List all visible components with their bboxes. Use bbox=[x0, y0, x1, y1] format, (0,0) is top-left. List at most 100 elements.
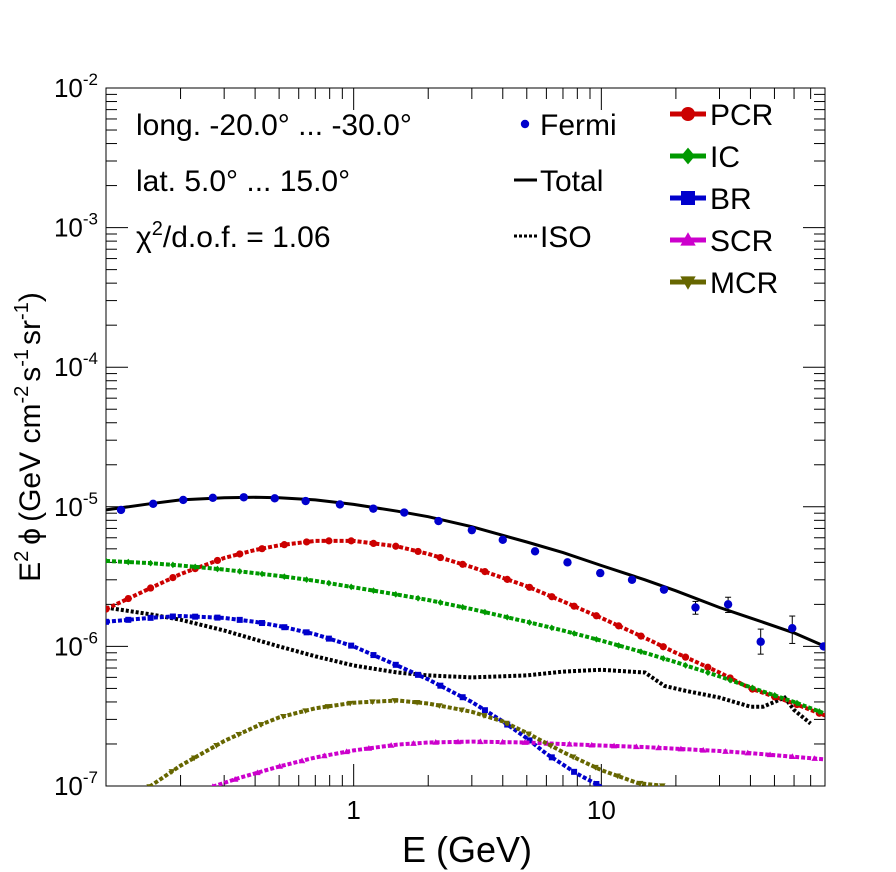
series-point-pcr bbox=[548, 593, 556, 601]
series-point-pcr bbox=[436, 553, 444, 562]
y-tick-label: 10-3 bbox=[54, 210, 98, 243]
series-point-scr bbox=[454, 738, 462, 745]
series-line-br bbox=[106, 613, 603, 786]
legend-label-ic: IC bbox=[710, 141, 740, 174]
y-tick-base: 10 bbox=[54, 492, 83, 522]
fermi-point bbox=[179, 495, 188, 505]
series-point-scr bbox=[432, 739, 440, 745]
series-point-br bbox=[125, 616, 132, 623]
series-point-pcr bbox=[570, 602, 578, 610]
series-point-scr bbox=[298, 757, 306, 764]
series-point-ic bbox=[705, 669, 711, 676]
series-point-br bbox=[437, 682, 444, 689]
series-point-mcr bbox=[636, 780, 644, 786]
series-pcr bbox=[106, 537, 825, 718]
series-point-mcr bbox=[413, 699, 421, 706]
y-axis-title: E2ϕ(GeV cm-2s-1sr-1) bbox=[11, 292, 47, 582]
series-point-ic bbox=[259, 570, 265, 578]
series-point-ic bbox=[125, 558, 132, 566]
fermi-point bbox=[659, 585, 669, 594]
series-point-pcr bbox=[258, 545, 266, 553]
series-line-pcr bbox=[106, 538, 825, 718]
plot-frame bbox=[105, 87, 826, 787]
series-point-pcr bbox=[615, 622, 623, 630]
annotation-longitude: long. -20.0° ... -30.0° bbox=[136, 109, 412, 142]
series-point-ic bbox=[459, 603, 466, 611]
series-line-total bbox=[106, 495, 825, 648]
series-point-br bbox=[459, 694, 466, 701]
series-point-ic bbox=[348, 583, 354, 591]
fermi-point bbox=[467, 525, 477, 535]
fermi-point bbox=[530, 547, 540, 556]
ylabel-sup3: -1 bbox=[11, 302, 33, 320]
series-point-ic bbox=[437, 599, 444, 606]
series-point-pcr bbox=[213, 556, 222, 565]
series-point-scr bbox=[320, 752, 328, 759]
series-point-pcr bbox=[169, 574, 177, 582]
ylabel-prefix: E bbox=[14, 562, 47, 582]
series-point-mcr bbox=[458, 707, 465, 714]
series-point-pcr bbox=[637, 632, 645, 640]
series-point-scr bbox=[211, 783, 215, 786]
x-tick-label: 10 bbox=[587, 795, 616, 825]
fermi-point bbox=[627, 575, 637, 584]
y-tick-exp: -5 bbox=[83, 489, 98, 508]
fermi-point bbox=[596, 568, 605, 578]
legend-marker-dot bbox=[520, 119, 530, 129]
series-iso bbox=[106, 605, 812, 726]
series-point-ic bbox=[771, 692, 778, 699]
series-point-pcr bbox=[303, 538, 311, 546]
legend-label-br: BR bbox=[710, 183, 752, 216]
legend-label-pcr: PCR bbox=[710, 99, 773, 132]
series-scr bbox=[211, 738, 825, 786]
series-point-br bbox=[259, 620, 266, 627]
chi-symbol: χ bbox=[136, 221, 152, 254]
fermi-point bbox=[788, 624, 797, 633]
series-point-mcr bbox=[213, 742, 220, 749]
fermi-point bbox=[335, 500, 345, 509]
series-point-ic bbox=[281, 573, 288, 580]
series-point-ic bbox=[749, 684, 756, 692]
series-point-br bbox=[481, 707, 488, 714]
series-point-br bbox=[303, 629, 310, 636]
y-tick-label: 10-5 bbox=[54, 489, 98, 522]
legend-entry-mcr: MCR bbox=[670, 267, 778, 300]
chi-rest: /d.o.f. = 1.06 bbox=[163, 221, 331, 254]
legend-label-fermi: Fermi bbox=[540, 109, 617, 142]
series-point-mcr bbox=[592, 764, 599, 771]
series-point-br bbox=[348, 642, 355, 649]
series-point-scr bbox=[499, 738, 506, 745]
series-point-ic bbox=[526, 619, 533, 626]
series-point-mcr bbox=[346, 700, 354, 707]
series-point-pcr bbox=[503, 575, 511, 583]
series-point-pcr bbox=[481, 568, 489, 576]
series-point-br bbox=[236, 616, 243, 623]
fermi-point bbox=[116, 505, 126, 515]
series-point-br bbox=[325, 635, 332, 642]
y-tick-exp: -3 bbox=[83, 210, 98, 229]
series-point-br bbox=[593, 780, 600, 786]
fermi-point bbox=[723, 600, 733, 609]
legend-left: Fermi Total ISO bbox=[514, 109, 617, 254]
y-tick-base: 10 bbox=[54, 771, 83, 801]
series-point-ic bbox=[593, 635, 600, 643]
y-tick-base: 10 bbox=[54, 352, 83, 382]
series-point-ic bbox=[794, 699, 800, 707]
series-point-br bbox=[214, 614, 221, 621]
series-point-ic bbox=[326, 579, 332, 587]
legend-marker-scr bbox=[680, 232, 696, 246]
legend-entry-ic: IC bbox=[670, 141, 740, 174]
series-point-scr bbox=[610, 742, 618, 749]
y-tick-base: 10 bbox=[54, 73, 83, 103]
y-tick-label: 10-6 bbox=[54, 628, 98, 661]
ylabel-mid2: sr bbox=[14, 320, 47, 345]
series-point-pcr bbox=[414, 547, 422, 556]
series-total bbox=[106, 495, 825, 648]
annotation-chi2: χ2/d.o.f. = 1.06 bbox=[136, 218, 331, 254]
y-tick-base: 10 bbox=[54, 631, 83, 661]
fermi-point bbox=[434, 516, 443, 526]
series-ic bbox=[106, 557, 825, 716]
series-point-mcr bbox=[146, 784, 153, 786]
